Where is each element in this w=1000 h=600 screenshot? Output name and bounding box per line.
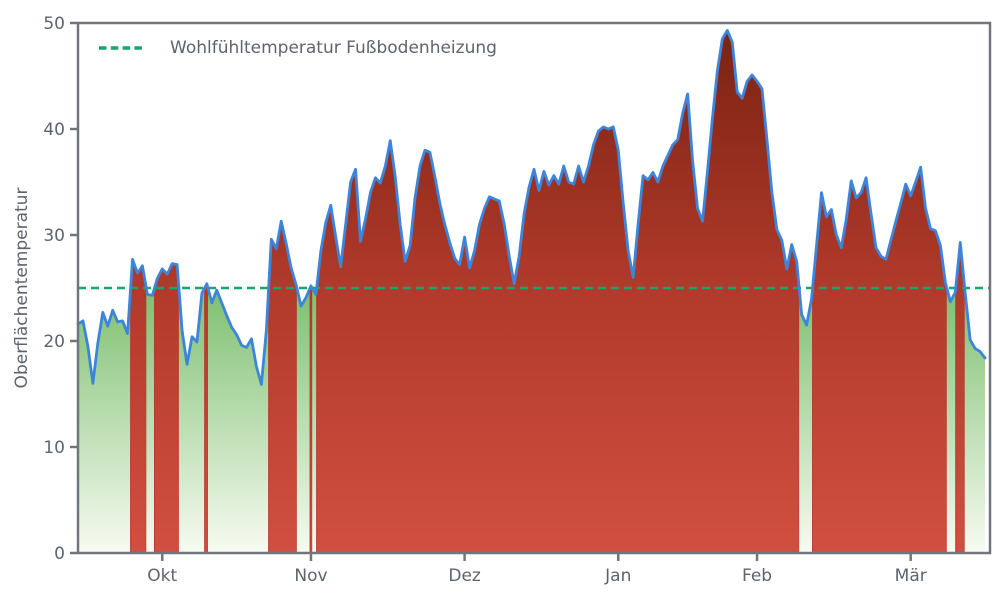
- area-below-threshold: [78, 288, 131, 553]
- x-tick-label: Dez: [448, 566, 481, 586]
- area-below-threshold: [207, 288, 269, 553]
- x-tick-label: Mär: [895, 566, 927, 586]
- y-tick-label: 30: [43, 226, 65, 246]
- area-below-threshold: [799, 288, 813, 553]
- area-above-threshold: [204, 282, 209, 554]
- area-below-threshold: [964, 288, 986, 553]
- area-below-threshold: [146, 288, 155, 553]
- area-below-threshold: [312, 288, 317, 553]
- area-above-threshold: [154, 263, 180, 554]
- y-axis-label: Oberflächentemperatur: [12, 187, 32, 389]
- x-tick-label: Nov: [294, 566, 327, 586]
- x-tick-label: Okt: [147, 566, 177, 586]
- area-above-threshold: [812, 167, 948, 554]
- area-below-threshold: [296, 288, 311, 553]
- area-above-threshold: [130, 259, 147, 554]
- y-tick-label: 20: [43, 332, 65, 352]
- y-tick-label: 50: [43, 14, 65, 34]
- area-below-threshold: [946, 288, 956, 553]
- y-tick-label: 40: [43, 120, 65, 140]
- x-tick-label: Feb: [742, 566, 772, 586]
- area-above-threshold: [316, 29, 800, 554]
- y-tick-label: 10: [43, 438, 65, 458]
- x-tick-label: Jan: [604, 566, 631, 586]
- temperature-line: [76, 29, 987, 386]
- plot-spines: [76, 21, 992, 555]
- area-above-threshold: [309, 284, 313, 554]
- y-tick-label: 0: [54, 544, 65, 564]
